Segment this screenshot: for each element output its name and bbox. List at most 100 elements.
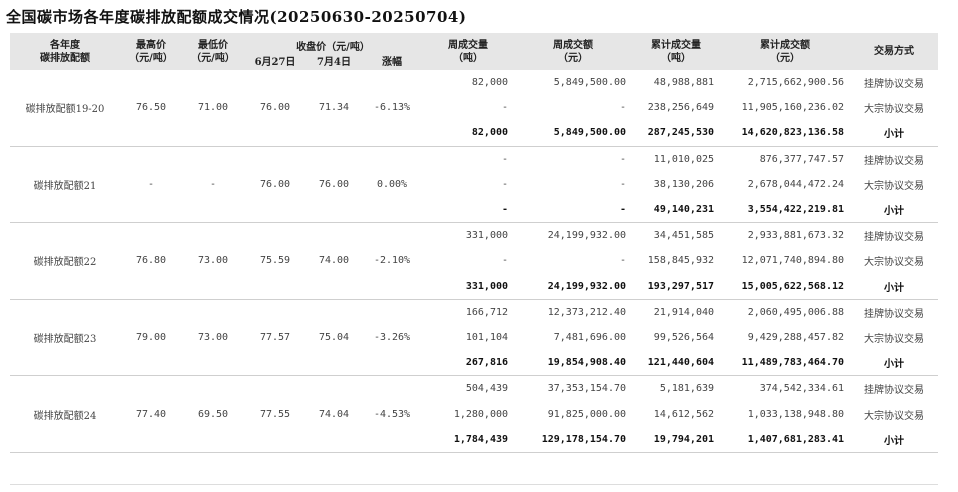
year-name-cell: 碳排放配额22: [10, 222, 120, 300]
close-prev-cell: 75.59: [244, 222, 306, 300]
cum-amount-cell: 9,429,288,457.82: [747, 331, 845, 343]
low-price-cell: 69.50: [182, 375, 244, 453]
close-prev-cell: 76.00: [244, 146, 306, 224]
change-cell: -3.26%: [362, 299, 423, 377]
cum-amount-cell: 876,377,747.57: [759, 153, 845, 165]
header-close-group: 收盘价（元/吨）: [244, 33, 423, 54]
header-high-label: 最高价 （元/吨）: [129, 39, 173, 64]
week-amount-cell: 5,849,500.00: [553, 77, 627, 89]
cum-amount-cell: 2,060,495,006.88: [747, 306, 845, 318]
header-year: 各年度 碳排放配额: [10, 33, 120, 70]
cum-volume-cell: 14,612,562: [653, 408, 715, 420]
week-volume-cell: -: [422, 196, 515, 224]
cum-volume-cell: 11,010,025: [653, 153, 715, 165]
method-cell: 小计: [850, 196, 939, 224]
low-price-cell: 73.00: [182, 299, 244, 377]
header-cum-vol-label: 累计成交量 （吨）: [651, 39, 702, 64]
year-name-cell: 碳排放配额21: [10, 146, 120, 224]
table-row: 碳排放配额21- -76.00 76.00 0.00% - -11,010,025 876,…: [10, 146, 938, 224]
close-prev-cell: 77.57: [244, 299, 306, 377]
low-price-cell: 71.00: [182, 70, 244, 147]
cum-volume-cell: 238,256,649: [647, 102, 715, 114]
cum-volume-cell: 49,140,231: [632, 196, 721, 224]
header-cum-amt-label: 累计成交额 （元）: [760, 39, 811, 64]
method-cell: 挂牌协议交易: [864, 308, 925, 320]
page-title: 全国碳市场各年度碳排放配额成交情况(20250630-20250704): [6, 8, 467, 26]
change-cell: -2.10%: [362, 222, 423, 300]
header-low-label: 最低价 （元/吨）: [191, 39, 235, 64]
week-volume-cell: 504,439: [465, 383, 509, 395]
table-row: - - 158,845,932 12,071,740,894.80 大宗协议交易: [10, 248, 938, 273]
method-cell: 大宗协议交易: [864, 257, 925, 269]
week-amount-cell: 129,178,154.70: [514, 426, 633, 453]
close-curr-cell: 74.04: [306, 375, 362, 453]
table-body: 碳排放配额19-20 76.50 71.00 76.00 71.34 -6.13% 82,0…: [10, 70, 939, 453]
cum-amount-cell: 11,489,783,464.70: [720, 350, 851, 377]
week-amount-cell: 37,353,154.70: [547, 383, 627, 395]
header-high: 最高价 （元/吨）: [120, 33, 182, 70]
week-volume-cell: 1,784,439: [422, 426, 515, 453]
week-volume-cell: 166,712: [465, 306, 509, 318]
change-cell: -4.53%: [362, 375, 423, 453]
header-low: 最低价 （元/吨）: [182, 33, 244, 70]
header-cum-amt: 累计成交额 （元）: [720, 33, 851, 70]
week-volume-cell: 82,000: [471, 77, 509, 89]
method-cell: 大宗协议交易: [864, 104, 925, 116]
week-volume-cell: 1,280,000: [453, 408, 509, 420]
cum-volume-cell: 34,451,585: [653, 230, 715, 242]
header-year-label: 各年度 碳排放配额: [40, 39, 90, 64]
cum-volume-cell: 287,245,530: [632, 120, 721, 147]
close-curr-cell: 74.00: [306, 222, 362, 300]
carbon-trading-table: 各年度 碳排放配额 最高价 （元/吨） 最低价 （元/吨） 收盘价（元/吨） 周…: [10, 33, 939, 453]
week-volume-cell: 267,816: [422, 350, 515, 377]
cum-amount-cell: 2,715,662,900.56: [747, 77, 845, 89]
method-cell: 小计: [850, 426, 939, 453]
subtotal-row: 331,000 24,199,932.00 193,297,517 15,005,62…: [10, 273, 939, 300]
method-cell: 挂牌协议交易: [864, 79, 925, 91]
header-cum-vol: 累计成交量 （吨）: [632, 33, 721, 70]
subtotal-row: 82,000 5,849,500.00 287,245,530 14,620,823,…: [10, 120, 939, 147]
cum-volume-cell: 5,181,639: [659, 383, 715, 395]
low-price-cell: 73.00: [182, 222, 244, 300]
cum-amount-cell: 374,542,334.61: [759, 383, 845, 395]
method-cell: 大宗协议交易: [864, 180, 925, 192]
week-volume-cell: -: [501, 178, 509, 190]
week-amount-cell: -: [619, 255, 627, 267]
high-price-cell: 76.80: [120, 222, 182, 300]
header-week-amt: 周成交额 （元）: [514, 33, 633, 70]
table-row: 碳排放配额23 79.00 73.00 77.57 75.04 -3.26% 166,712…: [10, 299, 938, 377]
close-prev-cell: 77.55: [244, 375, 306, 453]
method-cell: 小计: [850, 273, 939, 300]
cum-volume-cell: 121,440,604: [632, 350, 721, 377]
method-cell: 小计: [850, 120, 939, 147]
week-amount-cell: -: [619, 102, 627, 114]
table-row: 101,104 7,481,696.00 99,526,564 9,429,288,4…: [10, 325, 938, 350]
method-cell: 挂牌协议交易: [864, 232, 925, 244]
subtotal-row: - -49,140,231 3,554,422,219.81 小计: [10, 196, 939, 224]
table-row: - - 238,256,649 11,905,160,236.02 大宗协议交易: [10, 95, 938, 120]
header-method: 交易方式: [850, 33, 939, 70]
close-curr-cell: 76.00: [306, 146, 362, 224]
week-amount-cell: 91,825,000.00: [547, 408, 627, 420]
week-volume-cell: -: [501, 102, 509, 114]
week-amount-cell: -: [619, 178, 627, 190]
year-name-cell: 碳排放配额23: [10, 299, 120, 377]
week-amount-cell: -: [514, 196, 633, 224]
method-cell: 挂牌协议交易: [864, 155, 925, 167]
high-price-cell: 77.40: [120, 375, 182, 453]
cum-volume-cell: 19,794,201: [632, 426, 721, 453]
cum-volume-cell: 99,526,564: [653, 331, 715, 343]
week-volume-cell: 331,000: [465, 230, 509, 242]
high-price-cell: 76.50: [120, 70, 182, 147]
subtotal-row: 1,784,439 129,178,154.70 19,794,201 1,407,6…: [10, 426, 939, 453]
low-price-cell: -: [182, 146, 244, 224]
close-curr-cell: 71.34: [306, 70, 362, 147]
table-row: 碳排放配额24 77.40 69.50 77.55 74.04 -4.53% 504,439…: [10, 375, 938, 453]
cum-volume-cell: 21,914,040: [653, 306, 715, 318]
header-week-vol: 周成交量 （吨）: [422, 33, 515, 70]
header-week-vol-label: 周成交量 （吨）: [448, 39, 489, 64]
week-amount-cell: 24,199,932.00: [547, 230, 627, 242]
method-cell: 大宗协议交易: [864, 410, 925, 422]
change-cell: -6.13%: [362, 70, 423, 147]
week-volume-cell: 82,000: [422, 120, 515, 147]
